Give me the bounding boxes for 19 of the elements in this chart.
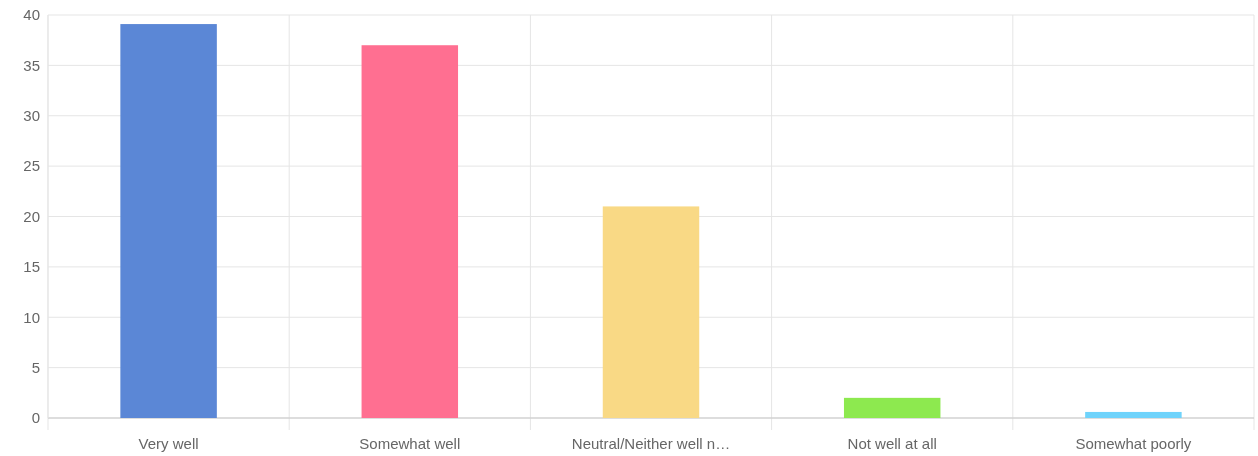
y-tick-label: 0 <box>31 409 40 427</box>
y-tick-label: 30 <box>23 107 40 124</box>
bar <box>843 397 941 418</box>
y-tick-label: 10 <box>23 308 40 326</box>
y-tick-label: 25 <box>23 157 40 175</box>
y-tick-label: 40 <box>23 6 40 24</box>
y-tick-label: 20 <box>23 207 40 225</box>
x-tick-label: Not well at all <box>847 435 937 452</box>
bar <box>602 206 700 418</box>
bar <box>1085 411 1182 418</box>
y-tick-label: 35 <box>23 56 40 74</box>
y-tick-label: 5 <box>31 358 40 376</box>
x-tick-label: Somewhat well <box>359 435 461 452</box>
bar <box>120 24 217 418</box>
x-tick-label: Somewhat poorly <box>1075 435 1192 452</box>
x-tick-label: Neutral/Neither well n… <box>571 435 731 452</box>
x-tick-label: Very well <box>138 435 199 452</box>
bar <box>361 45 459 418</box>
y-tick-label: 15 <box>23 258 40 276</box>
